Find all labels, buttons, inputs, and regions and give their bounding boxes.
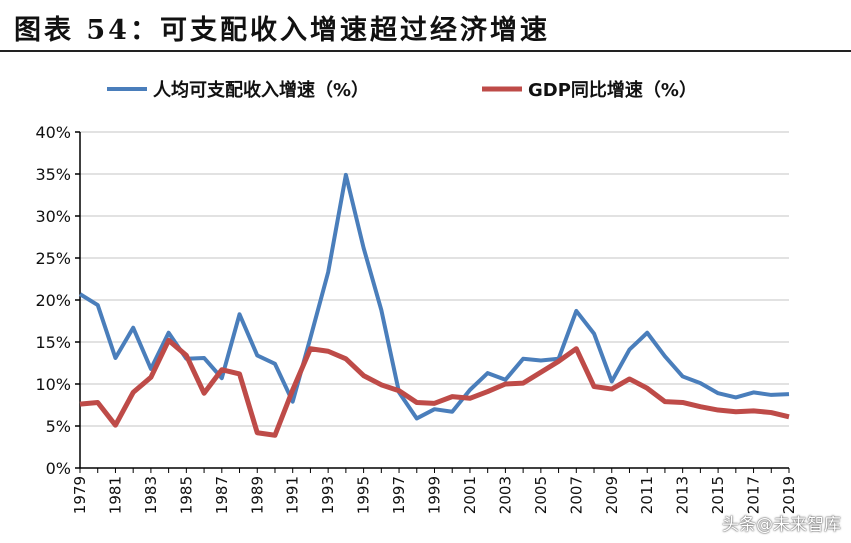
x-tick-label: 1989 [248, 476, 266, 514]
x-tick-label: 2019 [780, 476, 798, 514]
x-tick-label: 1979 [71, 476, 89, 514]
legend: 人均可支配收入增速（%） GDP同比增速（%） [107, 79, 697, 101]
y-tick-label: 15% [35, 333, 71, 352]
legend-label-gdp: GDP同比增速（%） [528, 79, 697, 101]
income-growth-line [78, 172, 790, 421]
y-tick-label: 25% [35, 249, 71, 268]
y-tick-label: 5% [46, 417, 71, 436]
x-tick-label: 2013 [674, 476, 692, 514]
x-tick-label: 2001 [461, 476, 479, 514]
x-tick-label: 1997 [390, 476, 408, 514]
x-tick-label: 1987 [213, 476, 231, 514]
x-tick-label: 1993 [319, 476, 337, 514]
x-tick-label: 1983 [142, 476, 160, 514]
y-tick-label: 20% [35, 291, 71, 310]
x-tick-label: 2015 [709, 476, 727, 514]
x-tick-label: 2007 [567, 476, 585, 514]
title-divider [0, 50, 851, 52]
y-tick-label: 35% [35, 165, 71, 184]
x-tick-label: 2011 [638, 476, 656, 514]
watermark: 头条@未来智库 [722, 515, 841, 535]
y-tick-label: 30% [35, 207, 71, 226]
y-tick-label: 0% [46, 459, 71, 478]
x-tick-label: 1991 [284, 476, 302, 514]
x-tick-label: 2009 [603, 476, 621, 514]
x-tick-label: 1999 [426, 476, 444, 514]
x-tick-label: 1985 [177, 476, 195, 514]
x-tick-label: 1981 [106, 476, 124, 514]
x-tick-label: 2005 [532, 476, 550, 514]
y-tick-label: 40% [35, 123, 71, 142]
gdp-growth-line [79, 337, 790, 438]
figure-title: 图表 54：可支配收入增速超过经济增速 [14, 15, 550, 46]
x-tick-label: 2017 [745, 476, 763, 514]
x-tick-label: 1995 [355, 476, 373, 514]
y-tick-label: 10% [35, 375, 71, 394]
x-tick-label: 2003 [496, 476, 514, 514]
legend-label-income: 人均可支配收入增速（%） [153, 79, 369, 101]
